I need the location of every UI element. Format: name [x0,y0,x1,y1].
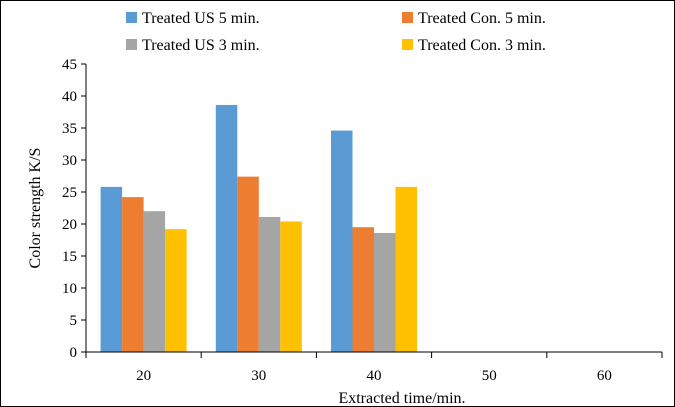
x-tick-label: 30 [251,368,266,384]
legend-label-1: Treated US 5 min. [142,10,260,27]
legend-label-2: Treated Con. 5 min. [418,10,546,27]
y-axis-title: Color strength K/S [27,148,44,269]
y-tick-label: 35 [62,121,77,137]
bars [100,104,417,353]
legend-label-4: Treated Con. 3 min. [418,37,546,54]
bar-2-30 [237,176,259,352]
legend-swatch-1 [126,12,137,23]
bar-3-30 [258,216,281,352]
x-tick-label: 60 [597,368,612,384]
bar-4-20 [165,229,187,352]
bar-3-20 [143,211,166,352]
x-tick-label: 50 [482,368,497,384]
legend-label-3: Treated US 3 min. [142,37,260,54]
y-tick-label: 10 [62,281,77,297]
bar-1-30 [215,104,238,353]
legend-item-1: Treated US 5 min. [126,10,260,27]
y-tick-label: 45 [62,57,77,73]
y-tick-label: 15 [62,249,77,265]
y-axis-ticks: 0 5 10 15 20 25 30 35 40 45 [62,57,86,361]
legend-item-2: Treated Con. 5 min. [402,10,546,27]
bar-4-40 [395,186,417,352]
bar-2-40 [352,227,374,352]
bar-2-20 [122,197,144,352]
x-axis-title: Extracted time/min. [338,390,465,407]
y-tick-label: 0 [70,345,78,361]
y-tick-label: 20 [62,217,77,233]
legend-swatch-2 [402,12,413,23]
y-tick-label: 40 [62,89,77,105]
bar-1-40 [331,130,353,352]
bar-1-20 [100,186,123,352]
y-tick-label: 25 [62,185,77,201]
legend: Treated US 5 min. Treated Con. 5 min. Tr… [126,10,546,54]
x-tick-label: 40 [367,368,382,384]
y-tick-label: 30 [62,153,77,169]
legend-item-3: Treated US 3 min. [126,37,260,54]
x-axis-ticks: 20 30 40 50 60 [85,352,663,384]
legend-swatch-3 [126,39,137,50]
legend-swatch-4 [402,39,413,50]
bar-4-30 [280,221,302,352]
bar-3-40 [374,232,396,352]
y-tick-label: 5 [70,313,78,329]
x-tick-label: 20 [136,368,151,384]
legend-item-4: Treated Con. 3 min. [402,37,546,54]
